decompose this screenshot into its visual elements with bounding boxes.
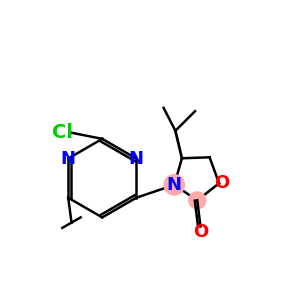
Text: O: O: [214, 174, 229, 192]
Text: N: N: [167, 176, 182, 194]
Circle shape: [189, 192, 206, 209]
Circle shape: [164, 175, 184, 195]
Text: N: N: [129, 149, 144, 167]
Text: O: O: [193, 223, 208, 241]
Text: N: N: [61, 149, 76, 167]
Text: Cl: Cl: [52, 123, 74, 142]
